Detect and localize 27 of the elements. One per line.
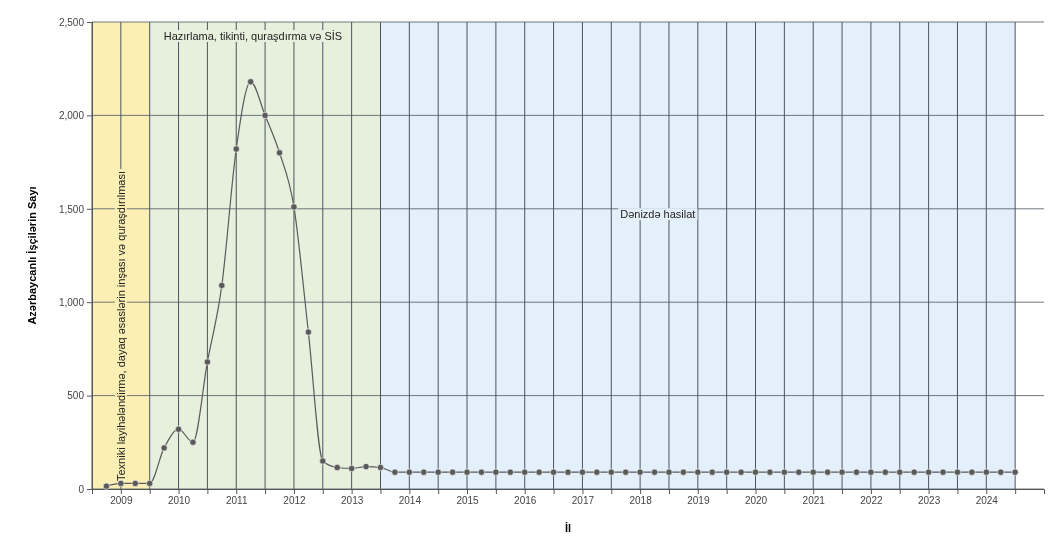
x-tick-label: 2024 bbox=[975, 495, 999, 507]
x-tick-label: 2017 bbox=[571, 495, 595, 507]
x-tick-label: 2019 bbox=[687, 495, 710, 507]
y-axis-title: Azərbaycanlı İşçilərin Sayı bbox=[26, 186, 38, 325]
x-tick-label: 2010 bbox=[167, 495, 191, 507]
y-tick-label: 1,500 bbox=[58, 203, 85, 215]
x-tick-label: 2018 bbox=[629, 495, 653, 507]
y-tick-label: 2,500 bbox=[58, 16, 85, 28]
y-tick-label: 1,000 bbox=[58, 296, 85, 308]
x-axis-title: İl bbox=[564, 522, 572, 534]
y-tick-label: 0 bbox=[78, 483, 85, 495]
band-label: Hazırlama, tikinti, quraşdırma və SİS bbox=[163, 30, 343, 42]
x-tick-label: 2016 bbox=[514, 495, 537, 507]
band-label: Texniki layihələndirmə, dayaq əsaslərin inşası və quraşdırılması bbox=[114, 171, 127, 481]
x-tick-label: 2015 bbox=[456, 495, 480, 507]
x-tick-label: 2022 bbox=[860, 495, 883, 507]
y-tick-label: 2,000 bbox=[58, 110, 85, 122]
x-tick-label: 2013 bbox=[341, 495, 364, 507]
x-tick-label: 2011 bbox=[225, 495, 248, 507]
x-tick-label: 2020 bbox=[744, 495, 768, 507]
x-tick-label: 2009 bbox=[110, 495, 133, 507]
x-tick-label: 2012 bbox=[283, 495, 306, 507]
band-label: Dənizdə hasilat bbox=[620, 208, 696, 221]
y-tick-label: 500 bbox=[67, 390, 85, 402]
x-tick-label: 2021 bbox=[802, 495, 826, 507]
x-tick-label: 2014 bbox=[398, 495, 422, 507]
x-tick-label: 2023 bbox=[917, 495, 941, 507]
